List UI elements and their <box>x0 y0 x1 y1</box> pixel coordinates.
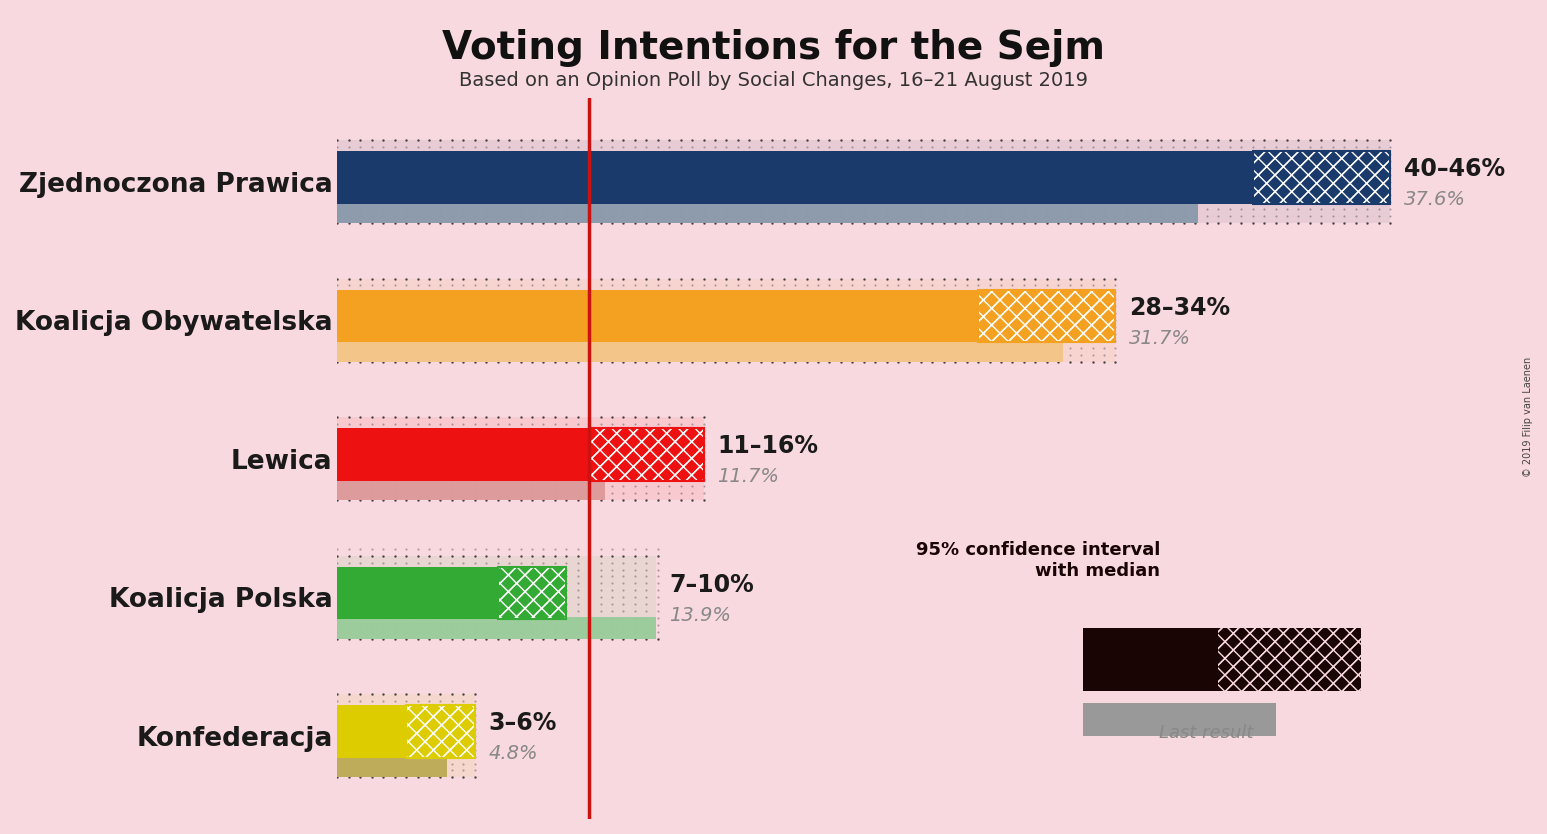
Bar <box>1217 628 1361 691</box>
Bar <box>589 428 704 481</box>
Text: 7–10%: 7–10% <box>670 573 753 597</box>
Text: 11–16%: 11–16% <box>718 435 818 458</box>
Bar <box>407 706 475 758</box>
Text: Voting Intentions for the Sejm: Voting Intentions for the Sejm <box>442 29 1105 68</box>
Bar <box>978 289 1115 342</box>
Bar <box>337 706 407 758</box>
Text: 37.6%: 37.6% <box>1403 190 1465 209</box>
Bar <box>337 289 978 342</box>
Bar <box>337 478 605 500</box>
Bar <box>498 567 566 620</box>
Text: 4.8%: 4.8% <box>489 745 538 763</box>
Bar <box>978 289 1115 342</box>
Bar <box>407 706 475 758</box>
Bar <box>498 567 566 620</box>
Text: 31.7%: 31.7% <box>1129 329 1191 348</box>
Bar <box>337 555 656 639</box>
Bar <box>337 279 1115 362</box>
Bar <box>337 616 656 639</box>
Bar <box>589 428 704 481</box>
Bar <box>337 694 475 777</box>
Text: 11.7%: 11.7% <box>718 467 780 486</box>
Bar <box>407 706 475 758</box>
Bar <box>337 417 704 500</box>
Bar <box>498 567 566 620</box>
Text: 95% confidence interval
with median: 95% confidence interval with median <box>916 540 1160 580</box>
Bar <box>337 140 1389 224</box>
Text: Based on an Opinion Poll by Social Changes, 16–21 August 2019: Based on an Opinion Poll by Social Chang… <box>459 71 1088 90</box>
Bar <box>1083 628 1219 691</box>
Bar <box>337 567 498 620</box>
Bar <box>1083 703 1276 736</box>
Text: 3–6%: 3–6% <box>489 711 557 736</box>
Bar <box>337 201 1197 224</box>
Bar <box>337 151 1253 203</box>
Bar <box>589 428 704 481</box>
Text: Last result: Last result <box>1159 724 1255 742</box>
Text: 28–34%: 28–34% <box>1129 295 1230 319</box>
Bar <box>337 428 589 481</box>
Bar <box>1253 151 1389 203</box>
Text: © 2019 Filip van Laenen: © 2019 Filip van Laenen <box>1524 357 1533 477</box>
Bar <box>337 339 1063 362</box>
Bar <box>978 289 1115 342</box>
Text: 40–46%: 40–46% <box>1403 157 1505 181</box>
Bar <box>337 756 447 777</box>
Text: 13.9%: 13.9% <box>670 605 732 625</box>
Bar <box>1253 151 1389 203</box>
Bar <box>1217 628 1361 691</box>
Bar <box>1253 151 1389 203</box>
